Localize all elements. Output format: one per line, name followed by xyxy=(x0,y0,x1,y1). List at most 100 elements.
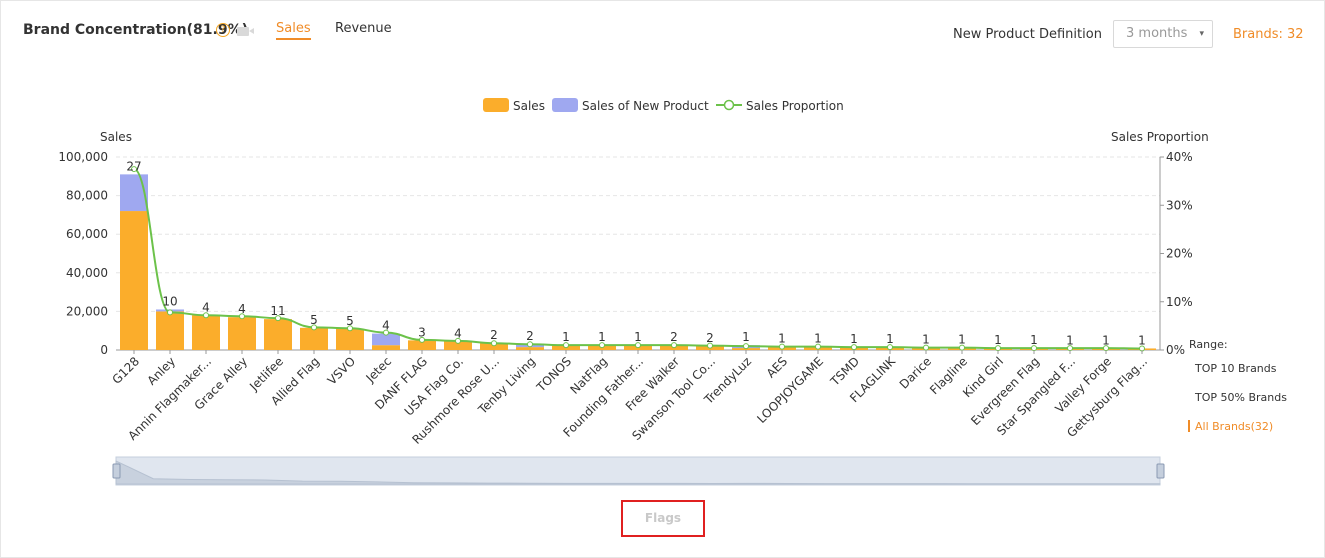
bar-data-label: 4 xyxy=(382,319,390,333)
proportion-point xyxy=(635,342,641,349)
bar-data-label: 5 xyxy=(346,314,354,328)
tab-sales[interactable]: Sales xyxy=(276,21,311,40)
zoom-slider-preview xyxy=(115,460,1161,485)
bar-data-label: 11 xyxy=(270,304,285,318)
bar-data-label: 1 xyxy=(634,330,642,344)
proportion-line xyxy=(133,168,1143,350)
legend-swatch-new-product xyxy=(552,98,578,112)
bar-data-label: 10 xyxy=(162,294,177,308)
legend-marker-proportion xyxy=(723,99,735,111)
y-axis-label-left: Sales xyxy=(100,130,132,144)
bar-data-label: 1 xyxy=(778,332,786,346)
bar-data-label: 2 xyxy=(526,329,534,343)
bar-sales xyxy=(192,315,220,350)
zoom-slider[interactable] xyxy=(112,456,1165,486)
range-active-indicator xyxy=(1188,420,1190,432)
bar-data-label: 4 xyxy=(454,326,462,340)
bar-data-label: 1 xyxy=(886,332,894,346)
range-all-brands[interactable]: All Brands(32) xyxy=(1195,420,1274,433)
bar-data-label: 4 xyxy=(238,302,246,316)
x-tick-label: AES xyxy=(764,354,790,380)
bar-data-label: 1 xyxy=(922,332,930,346)
x-tick-label: Anley xyxy=(144,354,178,388)
bar-data-label: 1 xyxy=(994,333,1002,347)
proportion-point xyxy=(167,309,173,316)
y-tick-label-right: 40% xyxy=(1166,150,1193,164)
y-tick-label-right: 0% xyxy=(1166,343,1185,357)
range-label: Range: xyxy=(1189,338,1228,351)
proportion-point xyxy=(419,336,425,343)
proportion-point xyxy=(455,337,461,344)
y-tick-label-left: 40,000 xyxy=(66,266,108,280)
proportion-point xyxy=(527,341,533,348)
y-tick-label-left: 60,000 xyxy=(66,227,108,241)
chevron-down-icon: ▾ xyxy=(1199,29,1204,39)
bar-sales xyxy=(444,341,472,350)
bar-sales xyxy=(408,340,436,350)
proportion-point xyxy=(311,324,317,331)
proportion-point xyxy=(347,325,353,332)
zoom-handle-right[interactable] xyxy=(1156,463,1165,479)
bar-sales xyxy=(156,311,184,350)
bar-data-label: 1 xyxy=(742,330,750,344)
bar-data-label: 2 xyxy=(670,330,678,344)
proportion-point xyxy=(131,166,137,173)
bar-sales xyxy=(480,343,508,350)
bar-data-label: 1 xyxy=(1138,333,1146,347)
bar-sales xyxy=(300,327,328,350)
y-tick-label-left: 0 xyxy=(100,343,108,357)
brand-concentration-chart: Sales Sales of New Product Sales Proport… xyxy=(58,98,1209,486)
proportion-point xyxy=(779,343,785,350)
zoom-handle-left[interactable] xyxy=(112,463,121,479)
proportion-point xyxy=(743,343,749,350)
bar-data-label: 1 xyxy=(958,333,966,347)
help-icon[interactable]: ? xyxy=(216,23,230,37)
y-tick-label-right: 30% xyxy=(1166,198,1193,212)
period-select[interactable]: 3 months ▾ xyxy=(1113,20,1213,48)
y-tick-label-right: 10% xyxy=(1166,295,1193,309)
proportion-point xyxy=(599,342,605,349)
x-tick-label: G128 xyxy=(109,354,142,387)
bar-data-label: 1 xyxy=(1030,333,1038,347)
bar-sales xyxy=(228,317,256,350)
bar-data-label: 1 xyxy=(1066,333,1074,347)
x-tick-label: LOOPJOYGAME xyxy=(754,354,826,426)
range-top-10-brands[interactable]: TOP 10 Brands xyxy=(1195,362,1277,375)
range-top-50-percent-brands[interactable]: TOP 50% Brands xyxy=(1195,391,1287,404)
proportion-point xyxy=(203,312,209,319)
y-tick-label-right: 20% xyxy=(1166,247,1193,261)
page-title: Brand Concentration(81.9%) xyxy=(23,22,248,38)
x-tick-label: TONOS xyxy=(533,354,574,395)
y-tick-label-left: 100,000 xyxy=(58,150,108,164)
y-axis-label-right: Sales Proportion xyxy=(1111,130,1209,144)
bar-data-label: 1 xyxy=(562,330,570,344)
legend-label-proportion: Sales Proportion xyxy=(746,99,844,113)
bar-sales xyxy=(264,319,292,350)
proportion-point xyxy=(563,342,569,349)
bar-data-label: 2 xyxy=(706,331,714,345)
video-icon[interactable] xyxy=(237,27,254,36)
period-select-value: 3 months xyxy=(1126,26,1188,41)
legend-swatch-sales xyxy=(483,98,509,112)
x-tick-label: TSMD xyxy=(827,354,862,389)
bar-data-label: 1 xyxy=(850,332,858,346)
legend-label-new-product: Sales of New Product xyxy=(582,99,709,113)
proportion-point xyxy=(707,342,713,349)
proportion-point xyxy=(671,342,677,349)
brands-count: Brands: 32 xyxy=(1233,27,1304,42)
proportion-point xyxy=(887,344,893,351)
chart-legend[interactable]: Sales Sales of New Product Sales Proport… xyxy=(483,98,844,113)
proportion-point xyxy=(851,344,857,351)
bar-data-label: 1 xyxy=(1102,333,1110,347)
proportion-point xyxy=(383,329,389,336)
bar-data-label: 27 xyxy=(126,159,141,173)
proportion-point xyxy=(815,343,821,350)
y-tick-label-left: 20,000 xyxy=(66,304,108,318)
tab-revenue[interactable]: Revenue xyxy=(335,21,392,36)
bar-data-label: 2 xyxy=(490,328,498,342)
category-label-flags[interactable]: Flags xyxy=(621,500,705,537)
bar-data-label: 5 xyxy=(310,313,318,327)
legend-label-sales: Sales xyxy=(513,99,545,113)
bar-data-label: 3 xyxy=(418,325,426,339)
x-tick-label: Jetec xyxy=(363,354,395,386)
